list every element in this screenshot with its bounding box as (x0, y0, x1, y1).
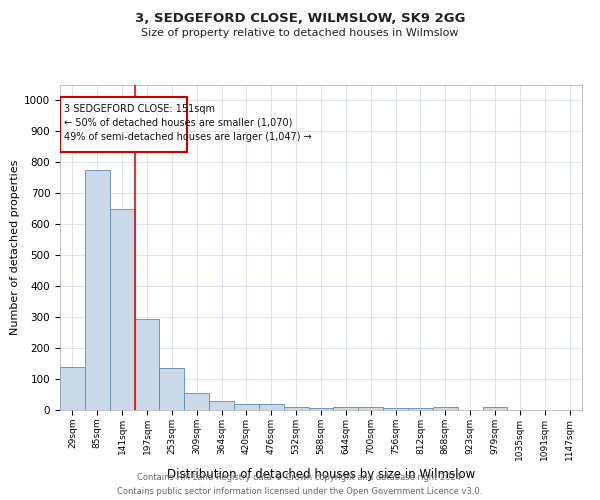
Bar (482, 407, 508, 410)
Bar (234, 404, 259, 410)
Text: Size of property relative to detached houses in Wilmslow: Size of property relative to detached ho… (141, 28, 459, 38)
Bar (61, 98, 187, 152)
Bar (184, 393, 209, 410)
Y-axis label: Number of detached properties: Number of detached properties (10, 160, 20, 335)
Bar (408, 408, 433, 410)
Text: 3, SEDGEFORD CLOSE, WILMSLOW, SK9 2GG: 3, SEDGEFORD CLOSE, WILMSLOW, SK9 2GG (135, 12, 465, 26)
Text: 3 SEDGEFORD CLOSE: 151sqm
← 50% of detached houses are smaller (1,070)
49% of se: 3 SEDGEFORD CLOSE: 151sqm ← 50% of detac… (64, 104, 312, 142)
Bar (110, 209, 134, 410)
Text: Contains HM Land Registry data © Crown copyright and database right 2024.: Contains HM Land Registry data © Crown c… (137, 473, 463, 482)
X-axis label: Distribution of detached houses by size in Wilmslow: Distribution of detached houses by size … (167, 468, 475, 481)
Bar (308, 408, 334, 410)
Bar (85, 170, 110, 410)
Bar (134, 318, 160, 410)
Bar (358, 407, 383, 410)
Bar (209, 402, 234, 410)
Bar (60, 366, 85, 410)
Text: Contains public sector information licensed under the Open Government Licence v3: Contains public sector information licen… (118, 486, 482, 496)
Bar (284, 407, 308, 410)
Bar (259, 404, 284, 410)
Bar (334, 407, 358, 410)
Bar (160, 368, 184, 410)
Bar (433, 407, 458, 410)
Bar (383, 408, 408, 410)
